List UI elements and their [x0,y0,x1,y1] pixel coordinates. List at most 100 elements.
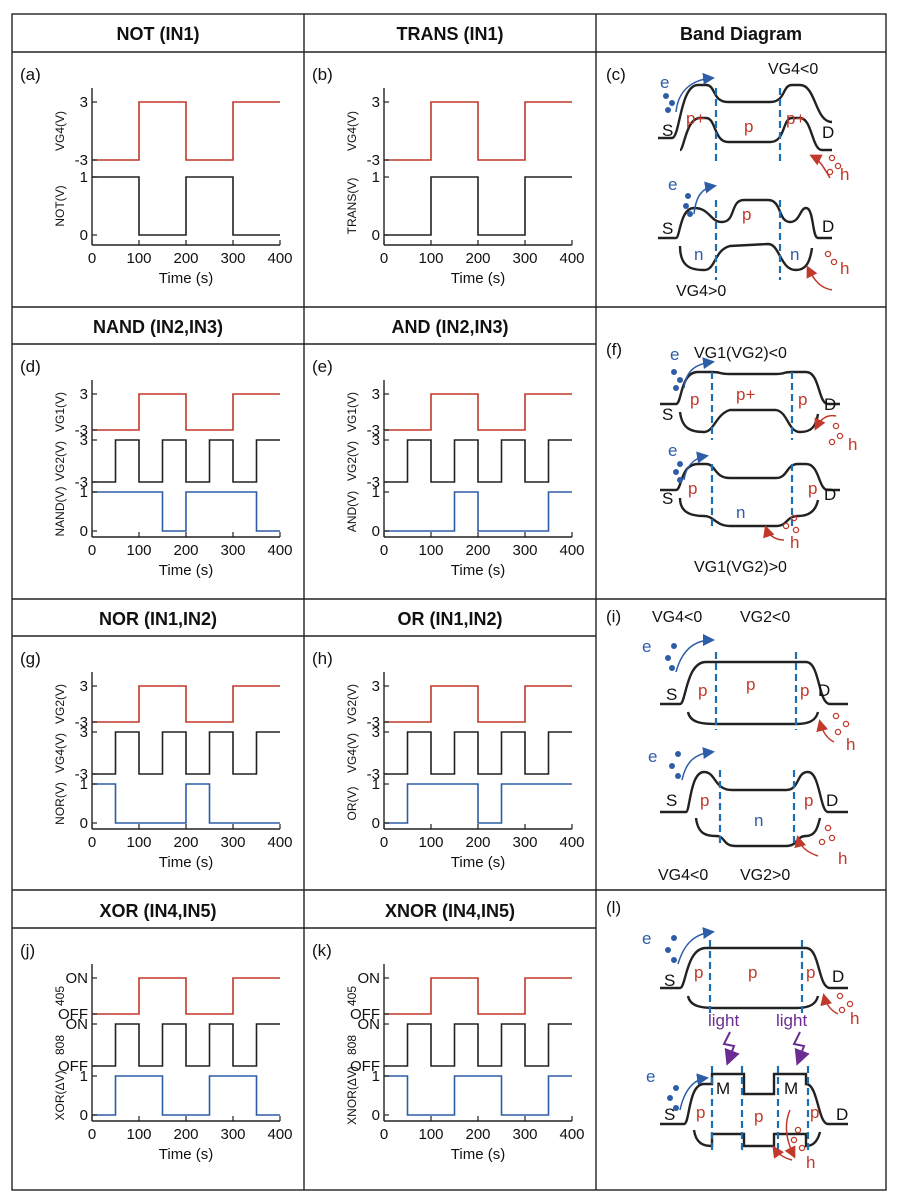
y-tick-label: -3 [75,474,88,491]
y-axis-label: 808 [53,1035,67,1055]
y-tick-label: 0 [80,815,88,832]
y-tick-label: 1 [372,776,380,793]
y-tick-label: OFF [58,1058,88,1075]
electron-path-arrow [677,927,715,965]
y-tick-label: 0 [80,523,88,540]
x-tick-label: 300 [220,250,245,267]
band-f-bottom-region-3: p [808,479,817,498]
band-l-bottom-hole: h [806,1153,815,1172]
electron-dot [669,665,675,671]
band-i-bottom-label-1: VG4<0 [658,867,708,884]
x-tick-label: 100 [418,834,443,851]
band-i-top-source: S [666,685,677,704]
header-xnor: XNOR (IN4,IN5) [385,901,515,921]
header-nor: NOR (IN1,IN2) [99,609,217,629]
panel-label-b: (b) [312,65,333,84]
band-c-bottom-region-2: p [742,205,751,224]
electron-dot [677,377,683,383]
band-l-bottom-conduction [660,1072,848,1126]
electron-dot [675,773,681,779]
hole-dot [828,834,836,842]
x-axis-label: Time (s) [159,1146,213,1163]
hole-dot [798,1144,806,1152]
band-f-top-region-3: p [798,390,807,409]
electron-path-arrow [675,72,715,113]
y-axis-label: XOR(ΔV) [53,1070,67,1120]
hole-dot [830,258,838,266]
series-line-b-1 [384,101,572,161]
series-line-d-1 [92,393,280,431]
band-i-top-hole: h [846,735,855,754]
series-line-d-2 [92,439,280,483]
y-axis-label: NOT(V) [53,185,67,226]
y-tick-label: 0 [80,227,88,244]
x-tick-label: 400 [559,1126,584,1143]
band-f-top-region-2: p+ [736,385,755,404]
y-tick-label: -3 [367,766,380,783]
electron-dot [675,751,681,757]
series-line-j-1 [92,977,280,1015]
x-tick-label: 300 [220,1126,245,1143]
band-i-bottom-hole: h [838,849,847,868]
band-i-top-drain: D [818,681,830,700]
series-line-a-1 [92,101,280,161]
electron-path-arrow [683,357,715,389]
y-tick-label: OFF [58,1006,88,1023]
band-f-top-electron: e [670,345,679,364]
band-c-bottom-conduction [658,198,832,240]
band-f-top-source: S [662,405,673,424]
hole-dot [836,432,844,440]
hole-dot [842,720,850,728]
hole-path-arrow [816,719,835,743]
electron-dot [673,469,679,475]
band-l-bottom-region-4: M [784,1079,798,1098]
y-axis-label: AND(V) [345,491,359,532]
electron-dot [673,385,679,391]
y-axis-label: NOR(V) [53,782,67,825]
y-tick-label: 3 [372,94,380,111]
electron-path-arrow [683,451,709,481]
band-l-bottom-region-3: p [754,1107,763,1126]
band-i-bottom-region-2: n [754,811,763,830]
band-f-bottom-region-2: n [736,503,745,522]
hole-dot [790,514,798,522]
hole-dot [838,1006,846,1014]
y-tick-label: 3 [372,678,380,695]
panel-label-c: (c) [606,65,626,84]
y-tick-label: 3 [80,724,88,741]
y-tick-label: -3 [367,152,380,169]
band-i-bottom-region-1: p [700,791,709,810]
hole-dot [782,522,790,530]
x-tick-label: 100 [418,1126,443,1143]
table-grid [11,13,887,1191]
y-tick-label: ON [358,970,381,987]
series-line-b-2 [384,176,572,236]
x-tick-label: 400 [267,542,292,559]
band-l-light-left: light [708,1011,739,1030]
x-tick-label: 0 [88,250,96,267]
x-tick-label: 0 [380,250,388,267]
band-f-bottom-electron: e [668,441,677,460]
x-tick-label: 200 [465,834,490,851]
band-c-top-valence [678,116,832,152]
y-tick-label: 1 [80,1068,88,1085]
band-f-bottom-label: VG1(VG2)>0 [694,559,787,576]
electron-dot [673,1105,679,1111]
hole-dot [846,1000,854,1008]
series-line-g-2 [92,731,280,775]
band-i-bottom-electron: e [648,747,657,766]
band-f-bottom-drain: D [824,485,836,504]
band-i-top-conduction [660,660,848,706]
electron-dot [683,203,689,209]
x-tick-label: 100 [418,542,443,559]
y-tick-label: -3 [75,152,88,169]
panel-label-e: (e) [312,357,333,376]
chart-panel-a: 0 100 200 300 400 Time (s) 3 -3 VG4(V) 1 0 NOT(V) [53,88,293,287]
series-line-h-1 [384,685,572,723]
electron-dot [663,93,669,99]
x-tick-label: 100 [126,834,151,851]
